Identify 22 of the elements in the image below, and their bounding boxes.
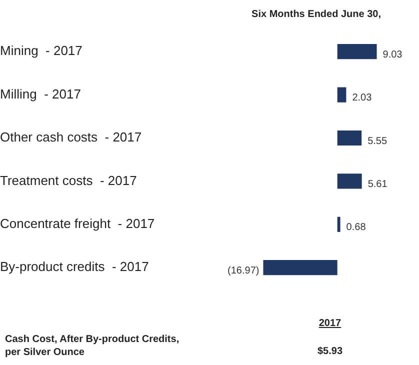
data-label: (16.97) [228, 265, 260, 276]
data-label: 5.55 [368, 136, 388, 147]
y-tick-label: Treatment costs - 2017 [0, 172, 137, 188]
y-tick-label: Milling - 2017 [0, 86, 81, 102]
chart-title: Six Months Ended June 30, [252, 8, 382, 20]
bar [337, 216, 340, 232]
bar [263, 260, 338, 276]
data-label: 2.03 [352, 92, 372, 104]
y-tick-label: Mining - 2017 [0, 43, 82, 58]
data-label: 9.03 [382, 49, 403, 60]
text: $5.93 [316, 346, 344, 357]
bar [337, 44, 377, 60]
text: Cash Cost, After By-product Credits, per Silver Ounce [5, 333, 180, 359]
y-tick-label: By-product credits - 2017 [0, 259, 149, 274]
bar [337, 130, 362, 146]
data-label: 0.68 [346, 222, 366, 234]
bar [337, 87, 346, 102]
bar [337, 174, 362, 189]
y-tick-label: Concentrate freight - 2017 [0, 216, 155, 231]
text: 2017 [318, 318, 342, 329]
data-label: 5.61 [368, 178, 388, 190]
y-tick-label: Other cash costs - 2017 [0, 130, 142, 145]
